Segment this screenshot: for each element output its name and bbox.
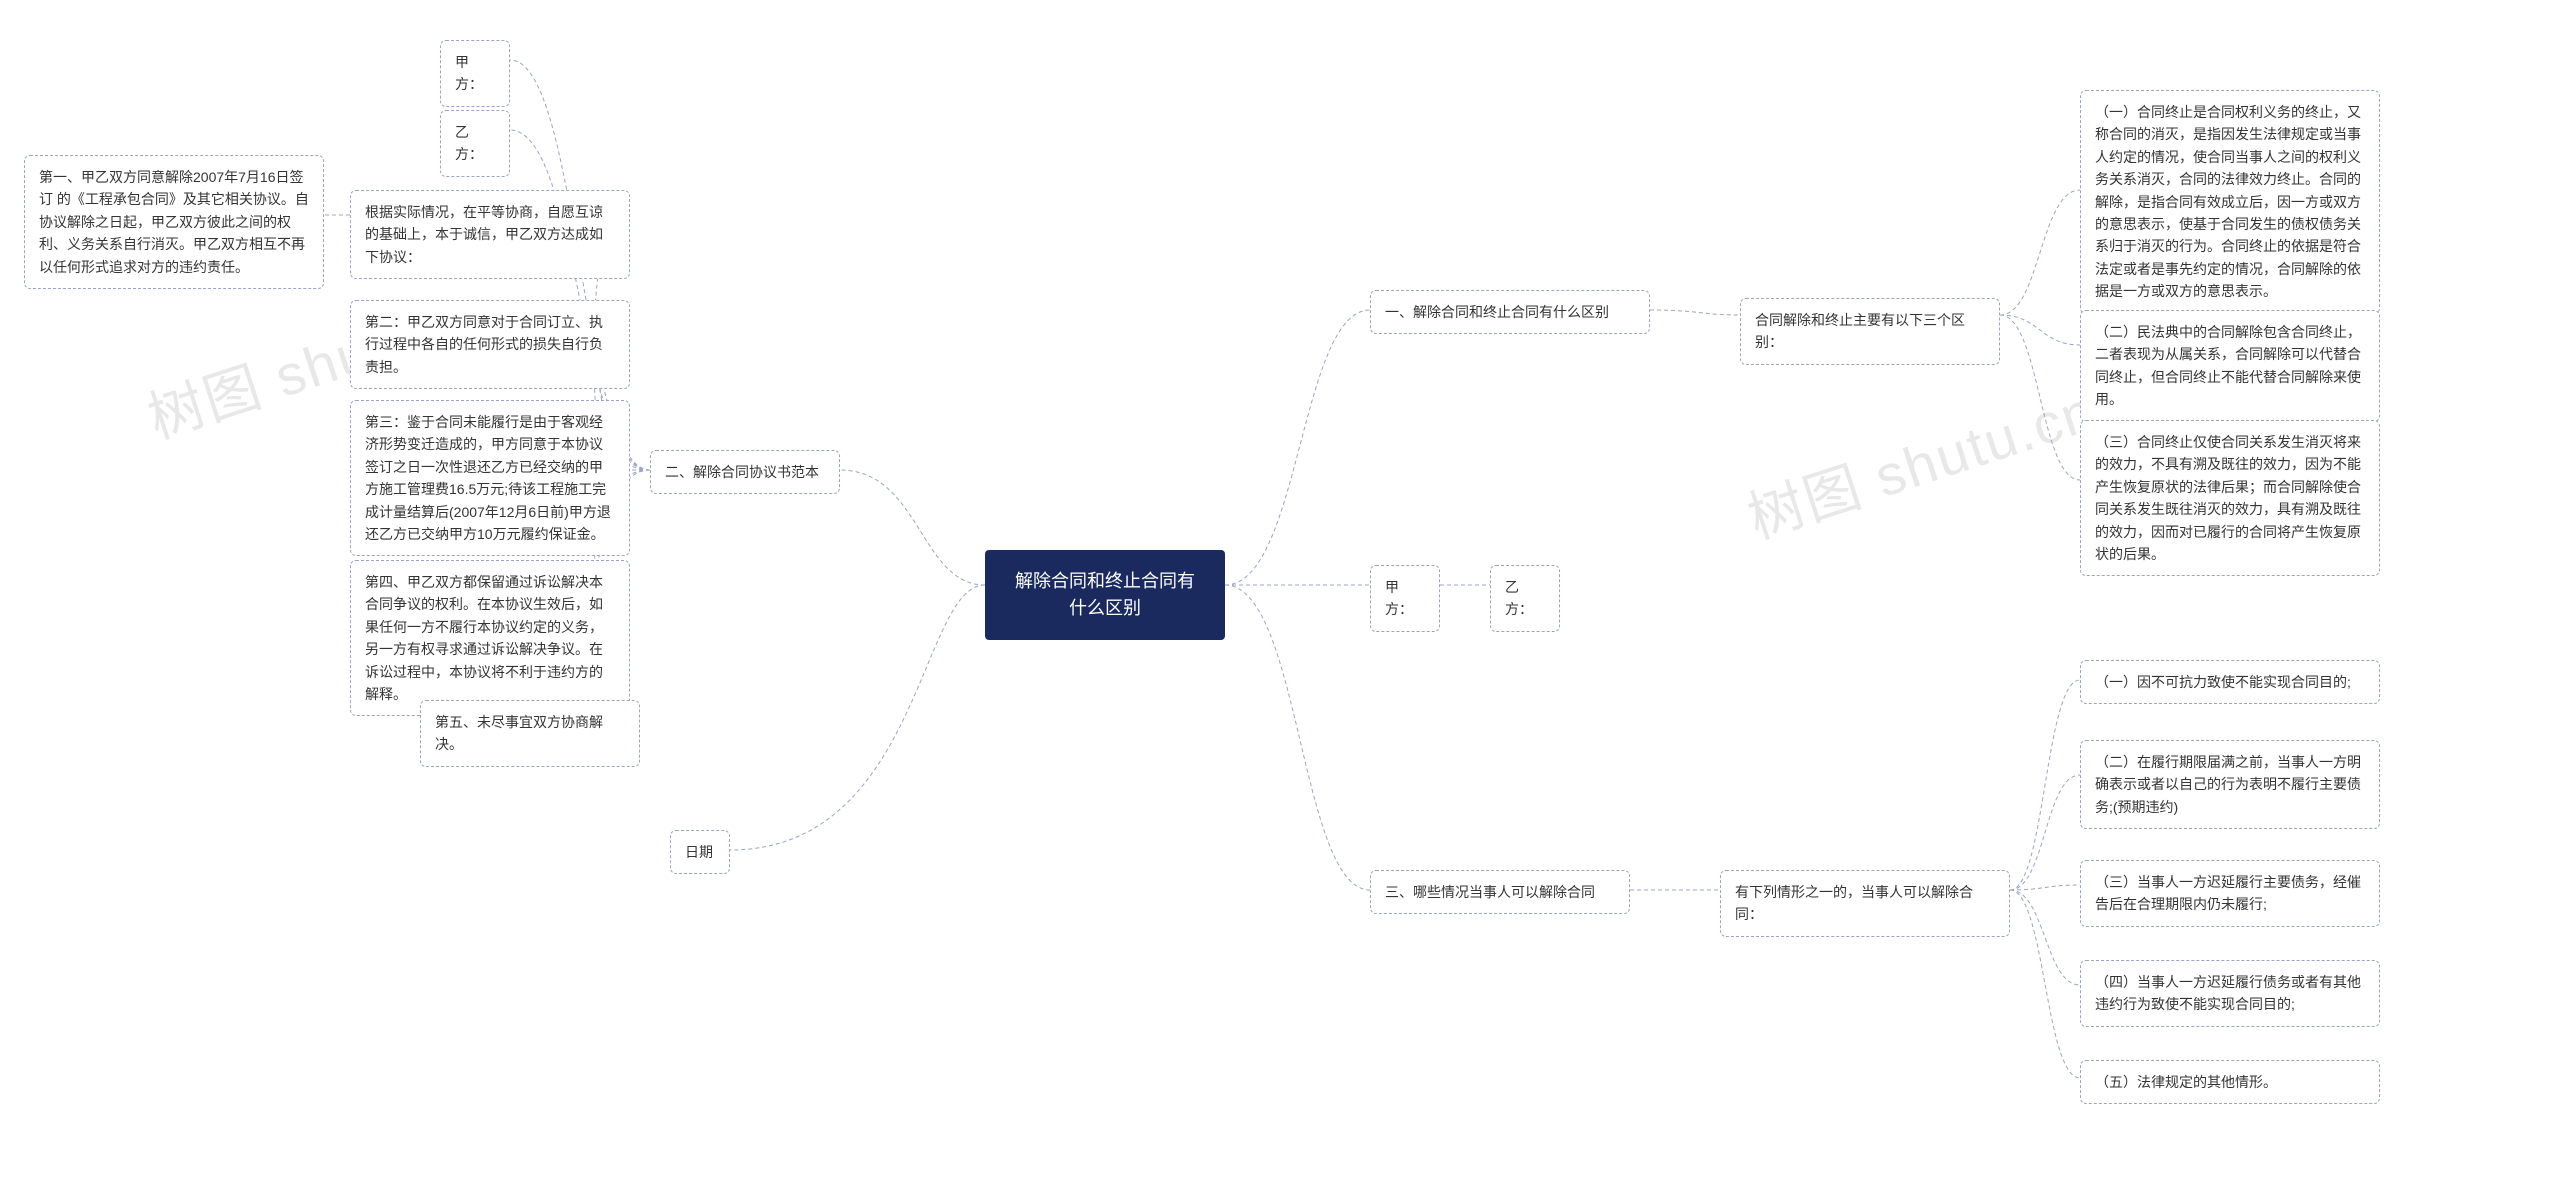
l1-7: 第五、未尽事宜双方协商解决。 [420,700,640,767]
r1-1-1-text: （一）合同终止是合同权利义务的终止，又称合同的消灭，是指因发生法律规定或当事人约… [2095,104,2361,299]
l1-4: 第二：甲乙双方同意对于合同订立、执行过程中各自的任何形式的损失自行负责担。 [350,300,630,389]
r3-1-4-text: （四）当事人一方迟延履行债务或者有其他违约行为致使不能实现合同目的; [2095,974,2361,1012]
r3-1-text: 有下列情形之一的，当事人可以解除合同： [1735,884,1973,922]
l1-4-text: 第二：甲乙双方同意对于合同订立、执行过程中各自的任何形式的损失自行负责担。 [365,314,603,375]
l2-text: 日期 [685,844,713,860]
r3-1-4: （四）当事人一方迟延履行债务或者有其他违约行为致使不能实现合同目的; [2080,960,2380,1027]
l1-1: 甲方： [440,40,510,107]
l1-1-text: 甲方： [455,54,483,92]
r1-1-3-text: （三）合同终止仅使合同关系发生消灭将来的效力，不具有溯及既往的效力，因为不能产生… [2095,434,2361,562]
l1-7-text: 第五、未尽事宜双方协商解决。 [435,714,603,752]
r2: 甲方： [1370,565,1440,632]
l1-6-text: 第四、甲乙双方都保留通过诉讼解决本合同争议的权利。在本协议生效后，如果任何一方不… [365,574,603,702]
r1-1-1: （一）合同终止是合同权利义务的终止，又称合同的消灭，是指因发生法律规定或当事人约… [2080,90,2380,314]
l1-3-text: 根据实际情况，在平等协商，自愿互谅的基础上，本于诚信，甲乙双方达成如下协议： [365,204,603,265]
r3: 三、哪些情况当事人可以解除合同 [1370,870,1630,914]
r3-1-2-text: （二）在履行期限届满之前，当事人一方明确表示或者以自己的行为表明不履行主要债务;… [2095,754,2361,815]
r3-1-1: （一）因不可抗力致使不能实现合同目的; [2080,660,2380,704]
r3-text: 三、哪些情况当事人可以解除合同 [1385,884,1595,900]
watermark-2: 树图 shutu.cn [1736,366,2105,555]
r3-1-3: （三）当事人一方迟延履行主要债务，经催告后在合理期限内仍未履行; [2080,860,2380,927]
l1-6: 第四、甲乙双方都保留通过诉讼解决本合同争议的权利。在本协议生效后，如果任何一方不… [350,560,630,716]
r1: 一、解除合同和终止合同有什么区别 [1370,290,1650,334]
l1-5-text: 第三：鉴于合同未能履行是由于客观经济形势变迁造成的，甲方同意于本协议签订之日一次… [365,414,611,542]
r3-1-2: （二）在履行期限届满之前，当事人一方明确表示或者以自己的行为表明不履行主要债务;… [2080,740,2380,829]
l1-3-1-text: 第一、甲乙双方同意解除2007年7月16日签订 的《工程承包合同》及其它相关协议… [39,169,309,275]
l1: 二、解除合同协议书范本 [650,450,840,494]
r1-1-2: （二）民法典中的合同解除包含合同终止，二者表现为从属关系，合同解除可以代替合同终… [2080,310,2380,422]
r1-1-2-text: （二）民法典中的合同解除包含合同终止，二者表现为从属关系，合同解除可以代替合同终… [2095,324,2361,407]
r2-1: 乙方： [1490,565,1560,632]
r1-1-3: （三）合同终止仅使合同关系发生消灭将来的效力，不具有溯及既往的效力，因为不能产生… [2080,420,2380,576]
l1-3: 根据实际情况，在平等协商，自愿互谅的基础上，本于诚信，甲乙双方达成如下协议： [350,190,630,279]
r3-1-5: （五）法律规定的其他情形。 [2080,1060,2380,1104]
l1-2: 乙方： [440,110,510,177]
root-text: 解除合同和终止合同有什么区别 [1015,571,1195,618]
r2-1-text: 乙方： [1505,579,1533,617]
r1-text: 一、解除合同和终止合同有什么区别 [1385,304,1609,320]
r2-text: 甲方： [1385,579,1413,617]
l1-3-1: 第一、甲乙双方同意解除2007年7月16日签订 的《工程承包合同》及其它相关协议… [24,155,324,289]
r3-1-3-text: （三）当事人一方迟延履行主要债务，经催告后在合理期限内仍未履行; [2095,874,2361,912]
r1-1: 合同解除和终止主要有以下三个区别： [1740,298,2000,365]
r3-1-5-text: （五）法律规定的其他情形。 [2095,1074,2277,1090]
l1-2-text: 乙方： [455,124,483,162]
r3-1-1-text: （一）因不可抗力致使不能实现合同目的; [2095,674,2351,690]
l1-text: 二、解除合同协议书范本 [665,464,819,480]
r1-1-text: 合同解除和终止主要有以下三个区别： [1755,312,1965,350]
r3-1: 有下列情形之一的，当事人可以解除合同： [1720,870,2010,937]
root-node: 解除合同和终止合同有什么区别 [985,550,1225,640]
l2: 日期 [670,830,730,874]
l1-5: 第三：鉴于合同未能履行是由于客观经济形势变迁造成的，甲方同意于本协议签订之日一次… [350,400,630,556]
